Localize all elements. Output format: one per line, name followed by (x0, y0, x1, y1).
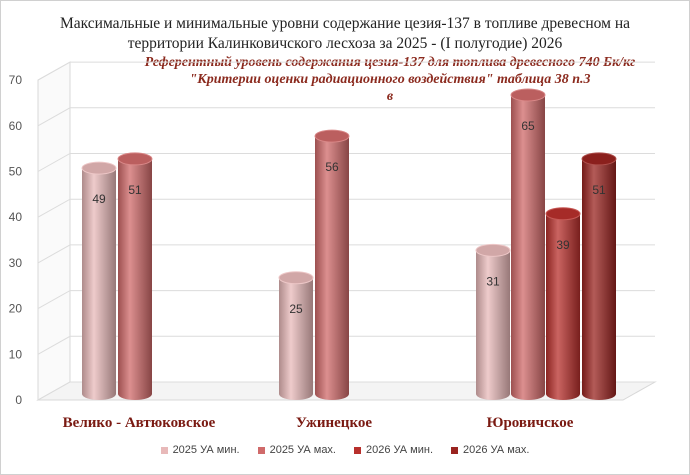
bar: 39 (545, 207, 581, 400)
bar-body (582, 158, 616, 400)
legend-label: 2026 УА мах. (463, 444, 530, 456)
y-tick-label: 10 (9, 347, 23, 361)
legend-label: 2026 УА мин. (366, 444, 434, 456)
legend-item: 2025 УА мах. (257, 444, 336, 456)
data-label: 31 (486, 274, 500, 288)
legend-swatch (257, 446, 265, 454)
bar: 51 (117, 152, 153, 400)
category-label: Велико - Автюковское (63, 415, 216, 431)
bar-body (315, 136, 349, 400)
gridline (37, 335, 655, 355)
bar: 56 (314, 129, 350, 400)
data-label: 51 (128, 183, 142, 197)
gridline (37, 244, 655, 264)
data-label: 56 (325, 160, 339, 174)
category-label: Ужинецкое (296, 415, 372, 431)
gridline (37, 198, 655, 218)
bar: 49 (81, 161, 117, 400)
y-tick-label: 40 (9, 210, 23, 224)
gridline (37, 61, 655, 81)
gridline (37, 381, 655, 401)
y-axis-ticks: 0 10 20 30 40 50 60 70 (9, 73, 23, 407)
legend-label: 2025 УА мин. (172, 444, 240, 456)
legend-swatch (354, 446, 361, 454)
data-label: 51 (592, 183, 606, 197)
category-labels: Велико - Автюковское Ужинецкое Юровичское (63, 415, 574, 431)
bar-body (279, 277, 313, 400)
y-tick-label: 0 (15, 393, 22, 407)
gridline (37, 107, 655, 127)
bar-top (510, 88, 546, 102)
chart-title: Максимальные и минимальные уровни содерж… (0, 14, 690, 54)
legend-item: 2025 УА мин. (160, 444, 240, 456)
reference-note-line-2: "Критерии оценки радиационного воздейств… (189, 72, 591, 87)
bar-body (118, 158, 152, 400)
bar-top (314, 129, 350, 143)
bar: 31 (475, 243, 511, 400)
bar: 65 (510, 88, 546, 400)
bar-top (81, 161, 117, 175)
y-tick-label: 20 (9, 302, 23, 316)
bar-body (511, 94, 545, 400)
bar-top (117, 152, 153, 166)
data-label: 25 (289, 302, 303, 316)
y-tick-label: 30 (9, 256, 23, 270)
bar-body (546, 213, 580, 400)
y-tick-label: 60 (9, 119, 23, 133)
legend-label: 2025 УА мах. (269, 444, 336, 456)
legend: 2025 УА мин. 2025 УА мах. 2026 УА мин. 2026… (0, 444, 690, 456)
gridline (37, 290, 655, 310)
side-wall (37, 61, 71, 401)
bar: 51 (581, 152, 617, 400)
legend-swatch (451, 446, 459, 454)
y-tick-label: 70 (9, 73, 23, 87)
bar: 25 (278, 271, 314, 400)
data-label: 39 (556, 238, 570, 252)
bar-top (278, 271, 314, 285)
bar-top (475, 243, 511, 257)
reference-note-line-3: в (386, 89, 394, 104)
bar-body (476, 250, 510, 400)
gridline (37, 153, 655, 172)
bars: 49 51 25 56 31 65 39 51 (81, 88, 617, 400)
bar-top (545, 207, 581, 221)
legend-item: 2026 УА мах. (451, 444, 529, 456)
bar-top (581, 152, 617, 166)
legend-item: 2026 УА мин. (354, 444, 433, 456)
chart-title-line-2: территории Калинковичского лесхоза за 20… (127, 35, 563, 52)
bar-body (82, 168, 116, 400)
legend-swatch (160, 446, 168, 454)
data-label: 49 (92, 192, 106, 206)
data-label: 65 (521, 119, 535, 133)
y-tick-label: 50 (9, 165, 23, 179)
category-label: Юровичское (487, 415, 574, 431)
chart-title-line-1: Максимальные и минимальные уровни содерж… (60, 15, 630, 32)
